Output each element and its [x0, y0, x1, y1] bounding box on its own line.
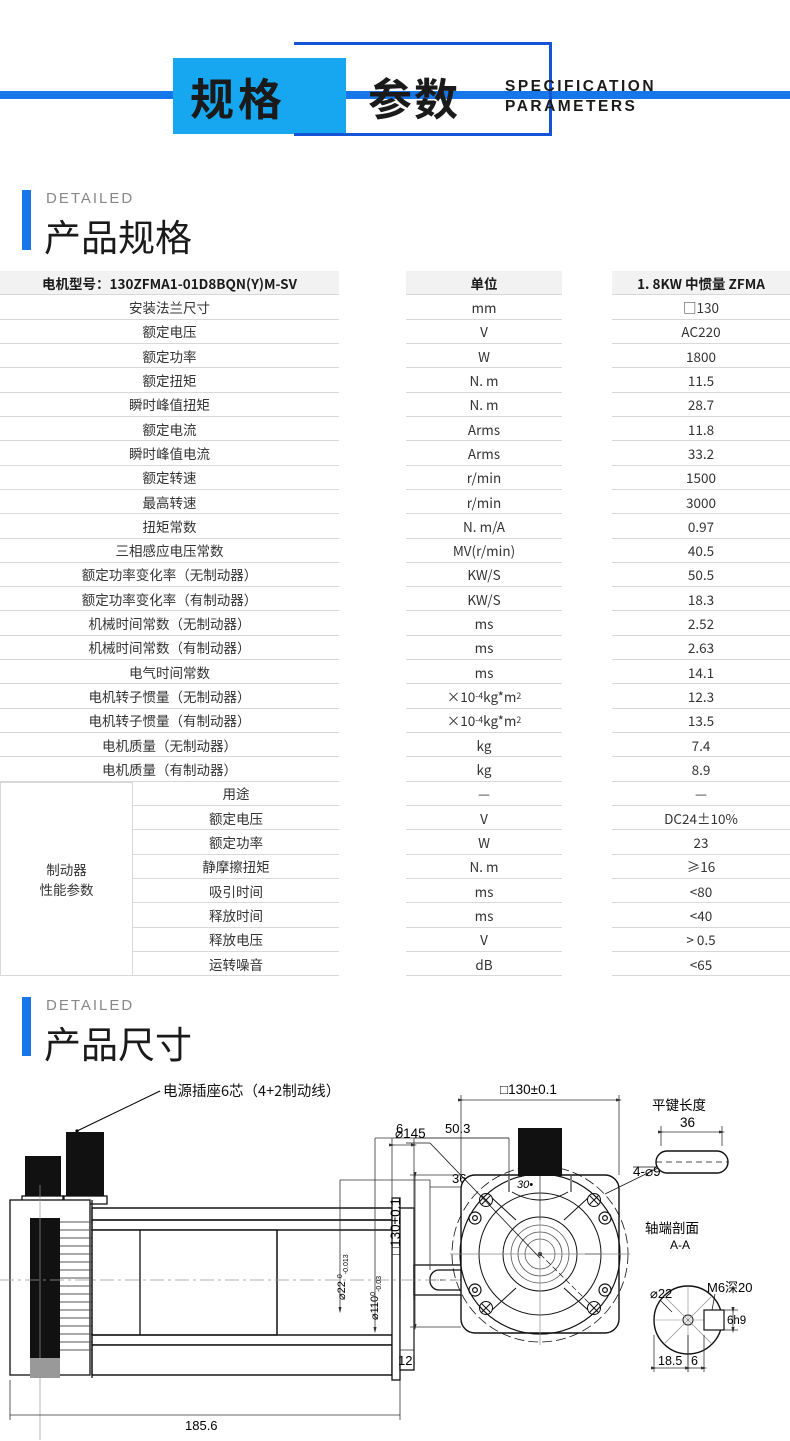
svg-text:18.5: 18.5 — [658, 1354, 682, 1368]
svg-text:6: 6 — [691, 1354, 698, 1368]
svg-text:36: 36 — [680, 1115, 695, 1130]
svg-text:M6深20: M6深20 — [707, 1280, 753, 1295]
svg-text:□130±0.1: □130±0.1 — [500, 1082, 557, 1097]
svg-text:平键长度: 平键长度 — [652, 1094, 706, 1114]
svg-text:□130±0.1: □130±0.1 — [388, 1198, 403, 1255]
svg-text:⌀22 0-0.013: ⌀22 0-0.013 — [336, 1254, 350, 1300]
svg-text:6h9: 6h9 — [727, 1315, 746, 1327]
svg-text:30•: 30• — [517, 1179, 533, 1191]
svg-text:⌀145: ⌀145 — [395, 1126, 426, 1141]
svg-text:185.6: 185.6 — [185, 1418, 218, 1433]
svg-text:⌀1100-0.03: ⌀1100-0.03 — [369, 1276, 383, 1320]
svg-text:轴端剖面: 轴端剖面 — [645, 1217, 699, 1237]
svg-text:50.3: 50.3 — [445, 1121, 470, 1136]
svg-text:12: 12 — [398, 1353, 412, 1368]
svg-text:⌀22: ⌀22 — [650, 1286, 672, 1301]
svg-text:电源插座6芯（4+2制动线）: 电源插座6芯（4+2制动线） — [163, 1080, 340, 1101]
svg-text:A-A: A-A — [670, 1238, 690, 1252]
